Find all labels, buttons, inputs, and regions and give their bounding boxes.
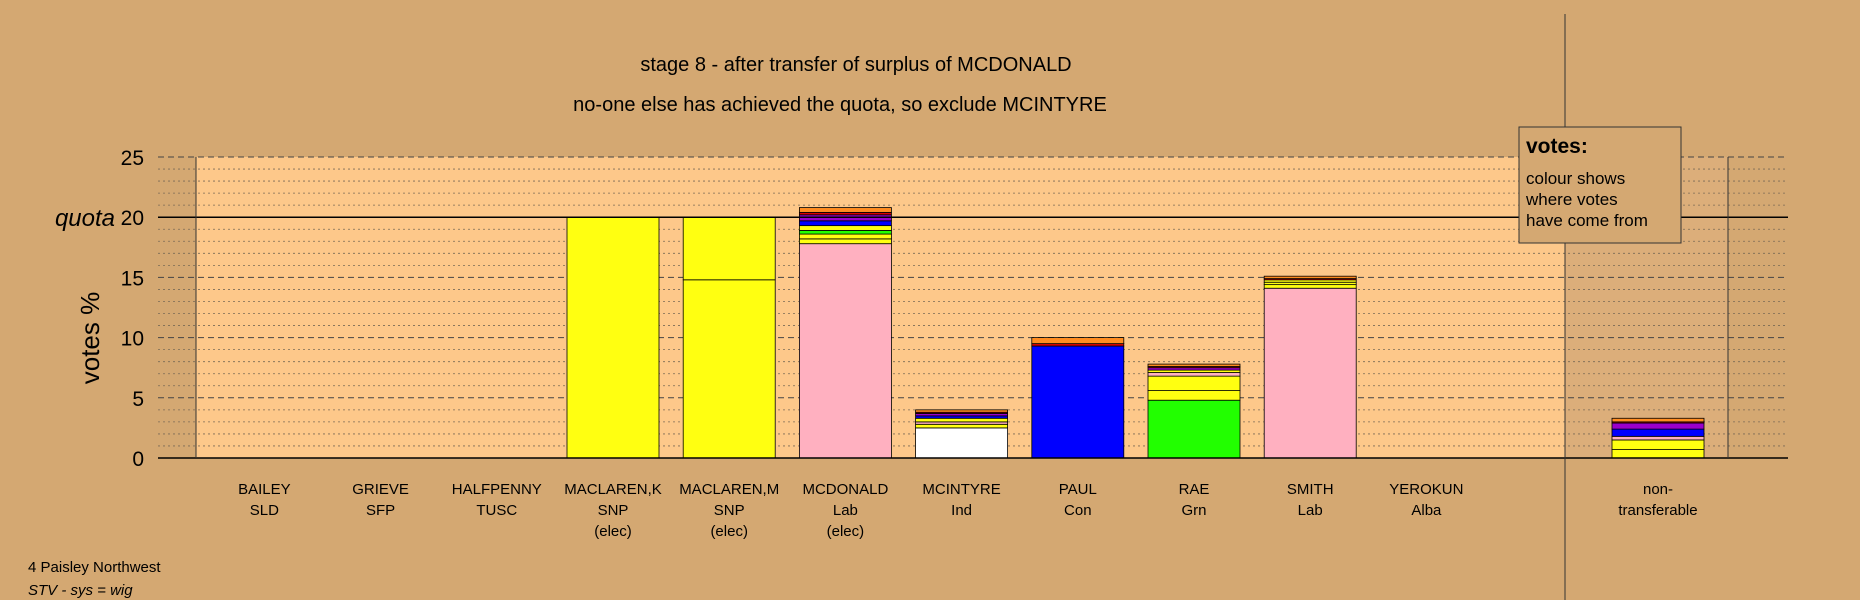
bar-maclaren-k: [566, 216, 660, 459]
x-tick-label: MACLAREN,K: [564, 481, 662, 498]
x-tick-label: Lab: [833, 502, 858, 519]
chart-title: stage 8 - after transfer of surplus of M…: [640, 54, 1071, 76]
bar-segment: [915, 427, 1008, 459]
bar-smith: [1263, 275, 1357, 459]
y-tick-label: 25: [121, 147, 144, 170]
y-tick-label: 15: [121, 267, 144, 290]
bar-maclaren-m: [682, 216, 776, 459]
bar-mcintyre: [915, 409, 1008, 459]
x-tick-label: SFP: [366, 502, 395, 519]
bar-mcdonald: [799, 207, 892, 459]
legend-line: colour shows: [1526, 169, 1625, 188]
x-tick-label: MCINTYRE: [922, 481, 1000, 498]
bar-segment: [566, 216, 660, 459]
axes: 0 5 10 15 20 25: [121, 14, 1788, 600]
x-tick-label: Alba: [1411, 502, 1442, 519]
bar-segment: [1611, 435, 1705, 441]
x-tick-label: (elec): [827, 523, 865, 540]
x-tick-label: RAE: [1179, 481, 1210, 498]
legend-frame: [1518, 126, 1682, 244]
quota-label: quota: [55, 205, 115, 232]
bar-segment: [1611, 422, 1705, 430]
bar-segment: [1147, 372, 1241, 377]
x-tick-label: SNP: [598, 502, 629, 519]
bar-segment: [1611, 449, 1705, 459]
x-tick-label: GRIEVE: [352, 481, 409, 498]
bar-segment: [799, 207, 892, 213]
x-tick-label: Grn: [1181, 502, 1206, 519]
bar-segment: [682, 279, 776, 459]
bar-segment: [915, 417, 1008, 423]
bar-segment: [1147, 399, 1241, 459]
bar-segment: [915, 423, 1008, 429]
bar-segment: [1031, 337, 1125, 345]
bar-nontransferable: [1611, 417, 1705, 459]
x-tick-label: SNP: [714, 502, 745, 519]
bar-segment: [1611, 428, 1705, 437]
bar-segment: [915, 409, 1008, 413]
bar-segment: [1263, 275, 1357, 280]
x-tick-label: non-: [1643, 481, 1673, 498]
y-tick-label: 0: [132, 448, 144, 471]
y-tick-label: 10: [121, 328, 144, 351]
x-tick-label: PAUL: [1059, 481, 1097, 498]
x-tick-label: YEROKUN: [1389, 481, 1463, 498]
y-tick-label: 20: [121, 207, 144, 230]
x-tick-label: (elec): [710, 523, 748, 540]
category-labels: BAILEY SLD GRIEVE SFP HALFPENNY TUSC MACLAREN,…: [238, 481, 1697, 540]
bar-segment: [1147, 390, 1241, 401]
bar-segment: [1611, 417, 1705, 423]
legend-title: votes:: [1526, 135, 1588, 158]
x-tick-label: BAILEY: [238, 481, 291, 498]
bar-segment: [799, 220, 892, 227]
bar-segment: [1611, 439, 1705, 450]
footer-constituency: 4 Paisley Northwest: [28, 559, 161, 576]
x-tick-label: Con: [1064, 502, 1092, 519]
x-tick-label: SLD: [250, 502, 279, 519]
x-tick-label: transferable: [1618, 502, 1697, 519]
x-tick-label: HALFPENNY: [452, 481, 542, 498]
legend-line: have come from: [1526, 211, 1648, 230]
x-tick-label: (elec): [594, 523, 632, 540]
legend-line: where votes: [1525, 190, 1618, 209]
chart-subtitle: no-one else has achieved the quota, so e…: [573, 94, 1107, 116]
bar-segment: [1263, 284, 1357, 289]
legend-box: votes: colour shows where votes have com…: [1518, 126, 1682, 244]
bar-rae: [1147, 363, 1241, 459]
bar-segment: [1031, 345, 1125, 459]
y-axis-label: votes %: [75, 292, 105, 385]
bar-segment: [799, 238, 892, 245]
bar-segment: [799, 225, 892, 231]
bar-segment: [1147, 363, 1241, 367]
x-tick-label: MCDONALD: [802, 481, 888, 498]
x-tick-label: TUSC: [476, 502, 517, 519]
y-tick-label: 5: [132, 388, 144, 411]
bar-segment: [799, 233, 892, 240]
bar-segment: [682, 216, 776, 281]
bar-segment: [1147, 375, 1241, 391]
x-tick-label: SMITH: [1287, 481, 1334, 498]
bar-segment: [799, 243, 892, 459]
bar-paul: [1031, 337, 1125, 459]
x-tick-label: Ind: [951, 502, 972, 519]
bar-segment: [799, 230, 892, 235]
x-tick-label: Lab: [1298, 502, 1323, 519]
bar-segment: [1263, 287, 1357, 459]
x-tick-label: MACLAREN,M: [679, 481, 779, 498]
bars: [566, 207, 1705, 459]
footer-system: STV - sys = wig: [28, 582, 133, 599]
